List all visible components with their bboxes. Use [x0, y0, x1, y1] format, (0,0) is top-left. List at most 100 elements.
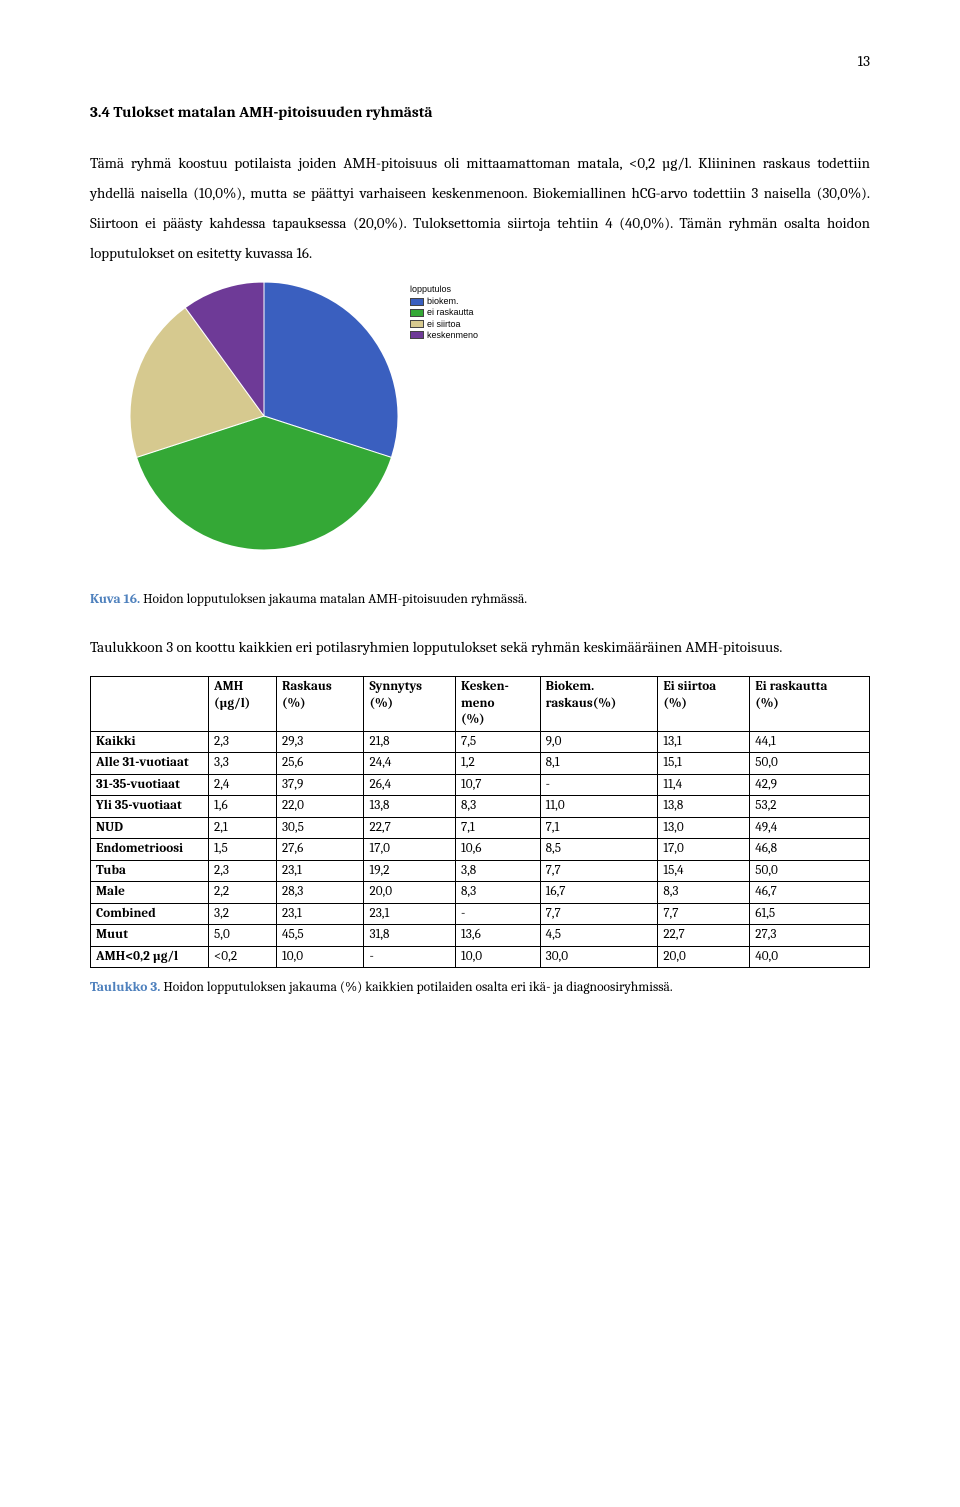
- table-cell: 13,1: [658, 731, 750, 753]
- table-cell: 7,7: [658, 903, 750, 925]
- table-cell: 22,7: [364, 817, 456, 839]
- table-cell: -: [364, 946, 456, 968]
- legend-swatch: [410, 331, 424, 339]
- table-cell: 8,1: [540, 753, 658, 775]
- table-row: Combined3,223,123,1-7,77,761,5: [91, 903, 870, 925]
- table-cell: 42,9: [750, 774, 870, 796]
- table-cell: 27,3: [750, 925, 870, 947]
- table-cell: 4,5: [540, 925, 658, 947]
- table-cell: 8,3: [456, 882, 541, 904]
- table-cell: Alle 31-vuotiaat: [91, 753, 209, 775]
- table-row: Alle 31-vuotiaat3,325,624,41,28,115,150,…: [91, 753, 870, 775]
- table-cell: 19,2: [364, 860, 456, 882]
- table-row: Yli 35-vuotiaat1,622,013,88,311,013,853,…: [91, 796, 870, 818]
- table-cell: 11,0: [540, 796, 658, 818]
- legend-row: keskenmeno: [410, 330, 478, 341]
- table-cell: 15,1: [658, 753, 750, 775]
- table-row: Endometrioosi1,527,617,010,68,517,046,8: [91, 839, 870, 861]
- table-cell: 11,4: [658, 774, 750, 796]
- table-cell: 25,6: [276, 753, 364, 775]
- table-cell: 26,4: [364, 774, 456, 796]
- table-cell: 16,7: [540, 882, 658, 904]
- table-cell: 46,7: [750, 882, 870, 904]
- table-cell: 7,7: [540, 860, 658, 882]
- table-cell: 20,0: [658, 946, 750, 968]
- paragraph-1: Tämä ryhmä koostuu potilaista joiden AMH…: [90, 148, 870, 268]
- table-caption-text: Hoidon lopputuloksen jakauma (%) kaikkie…: [160, 980, 672, 995]
- table-cell: Male: [91, 882, 209, 904]
- table-row: NUD2,130,522,77,17,113,049,4: [91, 817, 870, 839]
- table-cell: 7,1: [540, 817, 658, 839]
- table-cell: Yli 35-vuotiaat: [91, 796, 209, 818]
- page-number: 13: [90, 50, 870, 73]
- table-cell: 61,5: [750, 903, 870, 925]
- legend-swatch: [410, 298, 424, 306]
- table-caption: Taulukko 3. Hoidon lopputuloksen jakauma…: [90, 978, 870, 998]
- table-cell: NUD: [91, 817, 209, 839]
- table-cell: 1,6: [209, 796, 277, 818]
- table-cell: 2,3: [209, 860, 277, 882]
- table-cell: 10,7: [456, 774, 541, 796]
- table-cell: 13,8: [658, 796, 750, 818]
- table-cell: 10,0: [456, 946, 541, 968]
- legend-row: ei raskautta: [410, 307, 478, 318]
- table-row: Muut5,045,531,813,64,522,727,3: [91, 925, 870, 947]
- table-cell: Muut: [91, 925, 209, 947]
- table-cell: AMH<0,2 µg/l: [91, 946, 209, 968]
- table-cell: 23,1: [276, 903, 364, 925]
- table-cell: 10,6: [456, 839, 541, 861]
- table-cell: 9,0: [540, 731, 658, 753]
- table-cell: 5,0: [209, 925, 277, 947]
- paragraph-2: Taulukkoon 3 on koottu kaikkien eri poti…: [90, 632, 870, 662]
- table-cell: 8,3: [658, 882, 750, 904]
- table-cell: 17,0: [364, 839, 456, 861]
- table-cell: 20,0: [364, 882, 456, 904]
- table-cell: 2,1: [209, 817, 277, 839]
- table-header-cell: [91, 677, 209, 732]
- table-cell: 1,5: [209, 839, 277, 861]
- figure-16: lopputulosbiokem.ei raskauttaei siirtoak…: [90, 282, 870, 572]
- table-cell: 2,4: [209, 774, 277, 796]
- table-cell: 13,8: [364, 796, 456, 818]
- table-cell: Kaikki: [91, 731, 209, 753]
- results-table: AMH(µg/l)Raskaus(%)Synnytys(%)Kesken-men…: [90, 676, 870, 968]
- table-header-cell: Kesken-meno(%): [456, 677, 541, 732]
- legend-swatch: [410, 309, 424, 317]
- table-cell: 46,8: [750, 839, 870, 861]
- table-cell: 37,9: [276, 774, 364, 796]
- table-cell: 2,2: [209, 882, 277, 904]
- table-cell: 10,0: [276, 946, 364, 968]
- table-cell: 7,7: [540, 903, 658, 925]
- pie-chart: [130, 282, 398, 557]
- table-cell: 7,1: [456, 817, 541, 839]
- table-cell: -: [540, 774, 658, 796]
- legend-row: biokem.: [410, 296, 478, 307]
- legend-label: ei siirtoa: [427, 319, 461, 330]
- table-cell: 50,0: [750, 753, 870, 775]
- table-caption-label: Taulukko 3.: [90, 980, 160, 995]
- table-row: AMH<0,2 µg/l<0,210,0-10,030,020,040,0: [91, 946, 870, 968]
- legend-row: ei siirtoa: [410, 319, 478, 330]
- table-row: Tuba2,323,119,23,87,715,450,0: [91, 860, 870, 882]
- table-cell: 23,1: [276, 860, 364, 882]
- table-cell: 30,5: [276, 817, 364, 839]
- legend-swatch: [410, 320, 424, 328]
- table-cell: Combined: [91, 903, 209, 925]
- table-row: Kaikki2,329,321,87,59,013,144,1: [91, 731, 870, 753]
- table-cell: 8,5: [540, 839, 658, 861]
- table-cell: 50,0: [750, 860, 870, 882]
- figure-caption-text: Hoidon lopputuloksen jakauma matalan AMH…: [140, 592, 527, 607]
- table-header-cell: Ei raskautta(%): [750, 677, 870, 732]
- table-row: Male2,228,320,08,316,78,346,7: [91, 882, 870, 904]
- table-cell: 31-35-vuotiaat: [91, 774, 209, 796]
- table-cell: 1,2: [456, 753, 541, 775]
- section-heading: 3.4 Tulokset matalan AMH-pitoisuuden ryh…: [90, 101, 870, 124]
- table-header-cell: Biokem.raskaus(%): [540, 677, 658, 732]
- table-cell: 2,3: [209, 731, 277, 753]
- table-cell: 49,4: [750, 817, 870, 839]
- table-cell: 13,6: [456, 925, 541, 947]
- table-cell: 15,4: [658, 860, 750, 882]
- table-cell: <0,2: [209, 946, 277, 968]
- table-header-cell: Synnytys(%): [364, 677, 456, 732]
- table-cell: 44,1: [750, 731, 870, 753]
